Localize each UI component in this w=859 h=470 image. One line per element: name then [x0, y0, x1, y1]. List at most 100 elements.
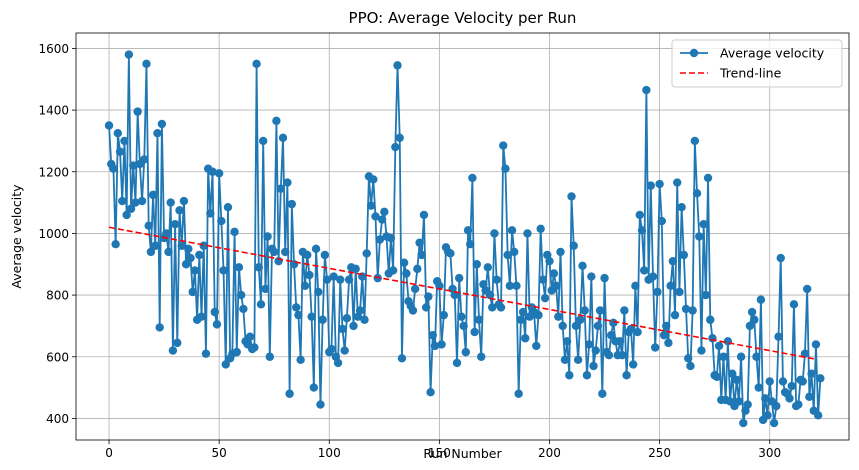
data-point	[635, 210, 644, 220]
data-point	[712, 372, 722, 381]
data-point	[582, 371, 592, 380]
data-point	[499, 141, 508, 150]
data-point	[670, 310, 680, 320]
data-point	[340, 346, 349, 355]
data-point	[591, 346, 600, 355]
data-point	[470, 327, 479, 337]
data-point	[377, 215, 387, 224]
data-point	[459, 321, 468, 331]
data-point	[701, 290, 711, 300]
data-point	[805, 392, 814, 402]
data-point	[437, 340, 446, 349]
data-point	[584, 340, 594, 349]
data-point	[417, 250, 426, 260]
data-point	[366, 201, 376, 210]
data-point	[186, 253, 195, 263]
data-point	[333, 358, 343, 368]
data-point	[554, 312, 563, 321]
data-point	[719, 352, 728, 361]
data-point	[360, 315, 369, 324]
data-point	[181, 260, 191, 269]
data-point	[505, 281, 515, 291]
data-point	[646, 181, 655, 190]
data-point	[580, 306, 589, 315]
data-point	[419, 210, 429, 220]
data-point	[221, 360, 230, 369]
data-point	[774, 332, 783, 341]
data-point	[300, 281, 310, 291]
data-point	[195, 250, 204, 260]
data-point	[468, 173, 477, 183]
data-point	[197, 312, 206, 321]
data-point	[263, 232, 272, 241]
data-point	[424, 292, 433, 301]
data-point	[813, 411, 823, 420]
data-point	[521, 334, 530, 343]
data-point	[477, 352, 486, 361]
data-point	[254, 263, 263, 272]
data-point	[633, 327, 642, 337]
data-point	[164, 247, 173, 257]
x-tick-label: 0	[105, 446, 113, 460]
data-point	[316, 400, 325, 409]
data-point	[653, 287, 662, 297]
data-point	[789, 300, 799, 309]
data-point	[388, 266, 398, 275]
data-point	[604, 351, 614, 360]
data-point	[662, 321, 671, 331]
data-point	[201, 349, 211, 358]
data-point	[626, 324, 636, 334]
chart-title: PPO: Average Velocity per Run	[349, 9, 577, 27]
data-point	[283, 178, 292, 187]
data-point	[413, 264, 422, 274]
data-point	[111, 240, 120, 249]
data-point	[501, 164, 510, 173]
data-point	[723, 337, 733, 346]
data-point	[587, 272, 596, 281]
series-line-average-velocity	[108, 53, 822, 424]
data-point	[688, 306, 697, 315]
data-point	[104, 121, 114, 130]
data-point	[380, 207, 389, 217]
data-point	[512, 281, 521, 291]
data-point	[439, 310, 448, 320]
data-point	[214, 169, 224, 178]
data-point	[457, 312, 466, 321]
data-point	[679, 250, 689, 260]
data-point	[168, 346, 178, 355]
data-point	[567, 192, 576, 201]
data-point	[617, 351, 627, 360]
data-point	[146, 247, 156, 257]
data-point	[276, 184, 286, 193]
y-tick-label: 800	[46, 289, 69, 303]
data-point	[270, 247, 279, 257]
data-point	[565, 371, 574, 380]
data-point	[327, 344, 336, 354]
y-tick-label: 600	[46, 350, 69, 364]
data-point	[118, 196, 127, 206]
data-point	[488, 303, 497, 312]
data-point	[173, 338, 182, 348]
data-point	[600, 273, 609, 283]
data-point	[593, 321, 603, 331]
data-point	[397, 354, 407, 363]
data-point	[573, 355, 583, 365]
data-point	[664, 338, 673, 348]
data-point	[745, 321, 755, 331]
data-point	[239, 304, 248, 314]
data-point	[657, 216, 667, 226]
data-point	[615, 337, 625, 346]
data-point	[609, 318, 618, 328]
legend-box	[671, 39, 843, 88]
x-tick-label: 100	[318, 446, 341, 460]
data-point	[776, 253, 785, 263]
data-point	[763, 411, 772, 420]
data-point	[142, 59, 151, 69]
data-point	[732, 375, 741, 385]
data-point	[589, 361, 598, 371]
data-point	[648, 272, 658, 281]
data-point	[569, 241, 578, 250]
data-point	[199, 241, 208, 250]
data-point	[800, 349, 810, 358]
data-point	[177, 241, 186, 250]
